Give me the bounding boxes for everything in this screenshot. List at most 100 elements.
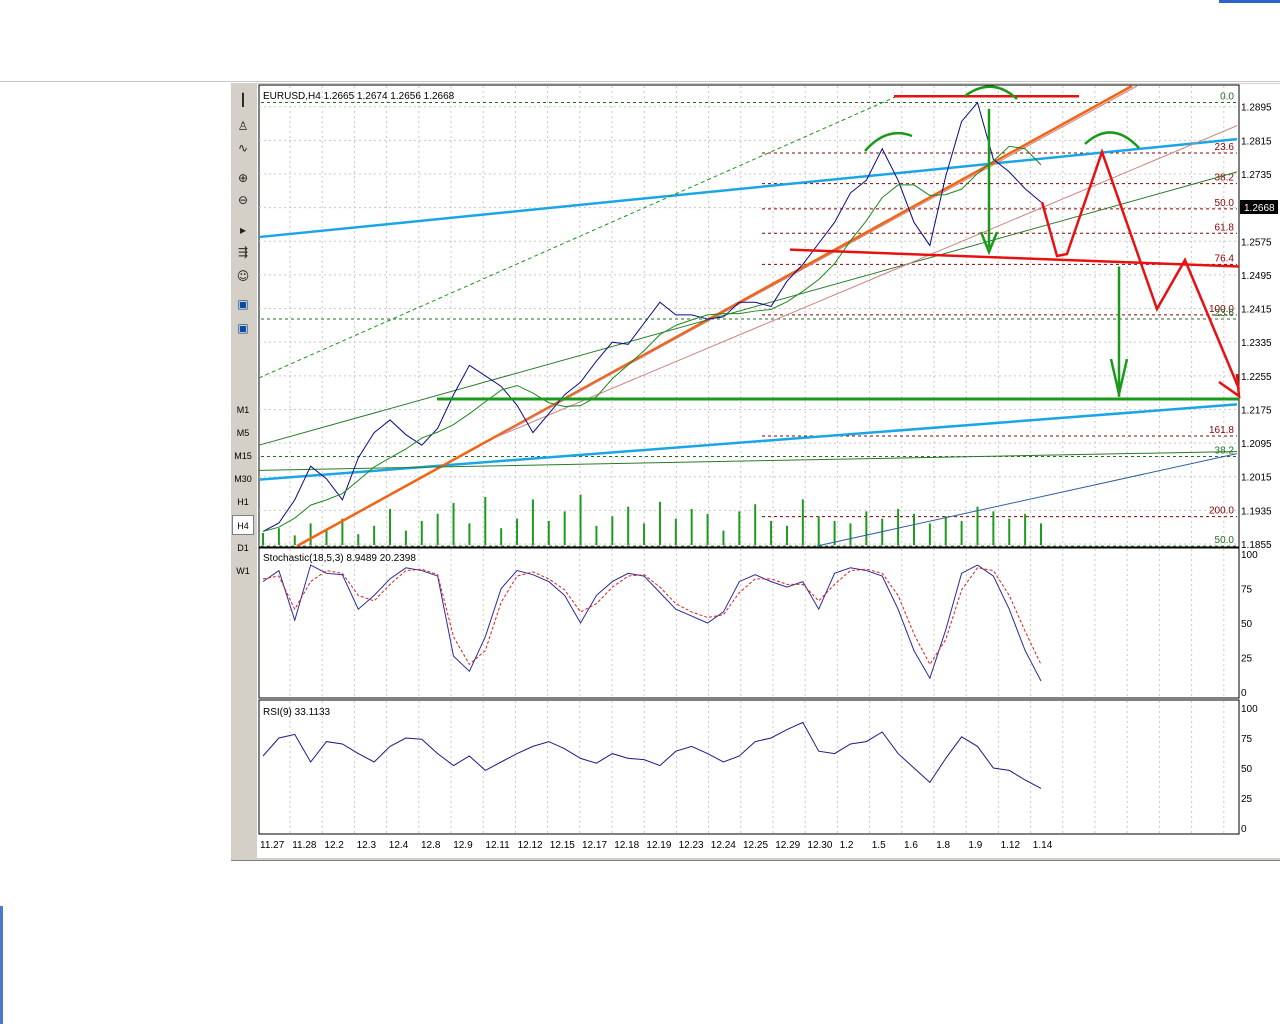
fib-label: 23.6 bbox=[1215, 308, 1235, 319]
fibonacci-levels: 0.023.638.250.061.876.4100.023.6161.838.… bbox=[261, 92, 1237, 547]
fib-label: 200.0 bbox=[1209, 506, 1234, 517]
left-shoulder-arc bbox=[864, 131, 913, 152]
fib-label: 50.0 bbox=[1215, 198, 1235, 209]
time-axis-label: 11.27 bbox=[260, 840, 285, 851]
window-edge-accent bbox=[0, 906, 3, 1024]
fib-label: 38.2 bbox=[1215, 446, 1235, 457]
zoom-out-icon[interactable]: ⊖ bbox=[237, 193, 249, 207]
stochastic-axis-label: 75 bbox=[1241, 585, 1253, 596]
fib-label: 61.8 bbox=[1215, 222, 1235, 233]
time-axis-label: 1.5 bbox=[872, 840, 886, 851]
window-top-border bbox=[0, 81, 1280, 82]
price-axis-label: 1.2095 bbox=[1241, 439, 1272, 450]
price-axis-label: 1.2895 bbox=[1241, 103, 1272, 114]
price-axis-label: 1.2175 bbox=[1241, 405, 1272, 416]
stochastic-axis-label: 100 bbox=[1241, 550, 1258, 561]
time-axis-label: 1.9 bbox=[968, 840, 982, 851]
price-axis-label: 1.2415 bbox=[1241, 305, 1272, 316]
stochastic-axis-label: 25 bbox=[1241, 654, 1253, 665]
moving-average-line bbox=[262, 145, 1042, 532]
stochastic-label: Stochastic(18,5,3) 8.9489 20.2398 bbox=[263, 553, 416, 564]
fib-label: 50.0 bbox=[1215, 535, 1235, 546]
fib-label: 23.6 bbox=[1215, 142, 1235, 153]
time-axis-label: 12.11 bbox=[485, 840, 510, 851]
stochastic-axis-label: 0 bbox=[1241, 688, 1247, 699]
stochastic-signal-line bbox=[262, 567, 1042, 666]
price-series bbox=[262, 101, 1042, 532]
time-axis-label: 12.3 bbox=[357, 840, 377, 851]
channel-line bbox=[258, 95, 898, 379]
time-axis-label: 1.14 bbox=[1033, 840, 1053, 851]
price-line bbox=[262, 101, 1042, 532]
timeframe-w1[interactable]: W1 bbox=[236, 566, 250, 576]
time-axis-label: 12.25 bbox=[743, 840, 768, 851]
current-price-badge bbox=[1240, 200, 1278, 214]
fib-label: 0.0 bbox=[1220, 92, 1234, 103]
price-axis-label: 1.2575 bbox=[1241, 237, 1272, 248]
stochastic-main-line bbox=[262, 564, 1042, 682]
head-arc bbox=[964, 85, 1018, 100]
price-axis-label: 1.2495 bbox=[1241, 271, 1272, 282]
fib-label: 76.4 bbox=[1215, 253, 1235, 264]
time-axis-label: 12.4 bbox=[389, 840, 409, 851]
price-axis-label: 1.2735 bbox=[1241, 170, 1272, 181]
chart-area[interactable]: 0.0 23.6 38.2 50.0 61.8 76.4 100.0 23.6 161.8 38.… bbox=[257, 84, 1280, 858]
channel-line bbox=[816, 453, 1238, 547]
time-axis-label: 1.12 bbox=[1001, 840, 1021, 851]
time-axis-label: 11.28 bbox=[292, 840, 317, 851]
time-axis-label: 12.29 bbox=[775, 840, 800, 851]
scroll-icon[interactable]: ▸ bbox=[239, 223, 247, 237]
rsi-pane bbox=[258, 699, 1240, 835]
projection-arrow-head bbox=[1218, 373, 1241, 399]
fan-line bbox=[496, 125, 1238, 438]
time-axis-label: 12.18 bbox=[614, 840, 639, 851]
timeframe-h1[interactable]: H1 bbox=[237, 497, 249, 507]
time-axis-label: 1.2 bbox=[840, 840, 854, 851]
time-axis-label: 12.24 bbox=[711, 840, 736, 851]
chart-toolbar: ┃ ♙ ∿ ⊕ ⊖ ▸ ⇶ ☺ ▣ ▣ M1 M5 M15 M30 H1 H4 D1 W1 bbox=[232, 88, 254, 858]
time-axis-label: 12.9 bbox=[453, 840, 473, 851]
projection-path bbox=[1040, 148, 1241, 390]
timeframe-m5[interactable]: M5 bbox=[236, 428, 250, 438]
rsi-axis-label: 100 bbox=[1241, 704, 1258, 715]
price-axis-label: 1.2335 bbox=[1241, 338, 1272, 349]
line-icon[interactable]: ∿ bbox=[237, 141, 249, 155]
price-axis-label: 1.1855 bbox=[1241, 540, 1272, 551]
zoom-in-icon[interactable]: ⊕ bbox=[237, 171, 249, 185]
time-axis-label: 1.6 bbox=[904, 840, 918, 851]
time-axis-label: 1.8 bbox=[936, 840, 950, 851]
fan-line bbox=[496, 85, 1138, 438]
timeframe-m30[interactable]: M30 bbox=[234, 474, 252, 484]
fib-label: 161.8 bbox=[1209, 425, 1234, 436]
right-shoulder-arc bbox=[1084, 131, 1140, 149]
candle-icon[interactable]: ┃ bbox=[239, 93, 247, 107]
rsi-axis-label: 25 bbox=[1241, 794, 1253, 805]
fib-label: 100.0 bbox=[1209, 304, 1234, 315]
rsi-axis-label: 75 bbox=[1241, 734, 1253, 745]
current-price-label: 1.2668 bbox=[1244, 203, 1275, 214]
price-axis-label: 1.2815 bbox=[1241, 136, 1272, 147]
channel-line bbox=[258, 171, 1238, 446]
chart-window-icon[interactable]: ▣ bbox=[237, 321, 249, 335]
volume-bars bbox=[262, 494, 1042, 545]
chart-window-icon[interactable]: ▣ bbox=[237, 297, 249, 311]
price-axis-label: 1.2015 bbox=[1241, 473, 1272, 484]
rsi-axis-label: 0 bbox=[1241, 824, 1247, 835]
target-arrow-head bbox=[1109, 358, 1129, 395]
timeframe-d1[interactable]: D1 bbox=[237, 543, 249, 553]
window-corner-accent bbox=[1219, 0, 1280, 3]
timeframe-m15[interactable]: M15 bbox=[234, 451, 252, 461]
symbol-header: EURUSD,H4 1.2665 1.2674 1.2656 1.2668 bbox=[263, 91, 455, 102]
uptrend-line bbox=[296, 84, 1133, 548]
rsi-axis-label: 50 bbox=[1241, 764, 1253, 775]
price-axis-label: 1.2255 bbox=[1241, 372, 1272, 383]
arrange-icon[interactable]: ⇶ bbox=[237, 245, 249, 259]
bell-icon[interactable]: ♙ bbox=[237, 119, 249, 133]
timeframe-h4[interactable]: H4 bbox=[232, 515, 254, 535]
time-axis-label: 12.2 bbox=[324, 840, 344, 851]
chart-svg[interactable]: 0.023.638.250.061.876.4100.023.6161.838.… bbox=[257, 84, 1280, 858]
stochastic-pane bbox=[258, 547, 1240, 699]
timeframe-m1[interactable]: M1 bbox=[236, 405, 250, 415]
measure-arrow-head bbox=[979, 231, 999, 256]
expert-icon[interactable]: ☺ bbox=[236, 269, 250, 283]
